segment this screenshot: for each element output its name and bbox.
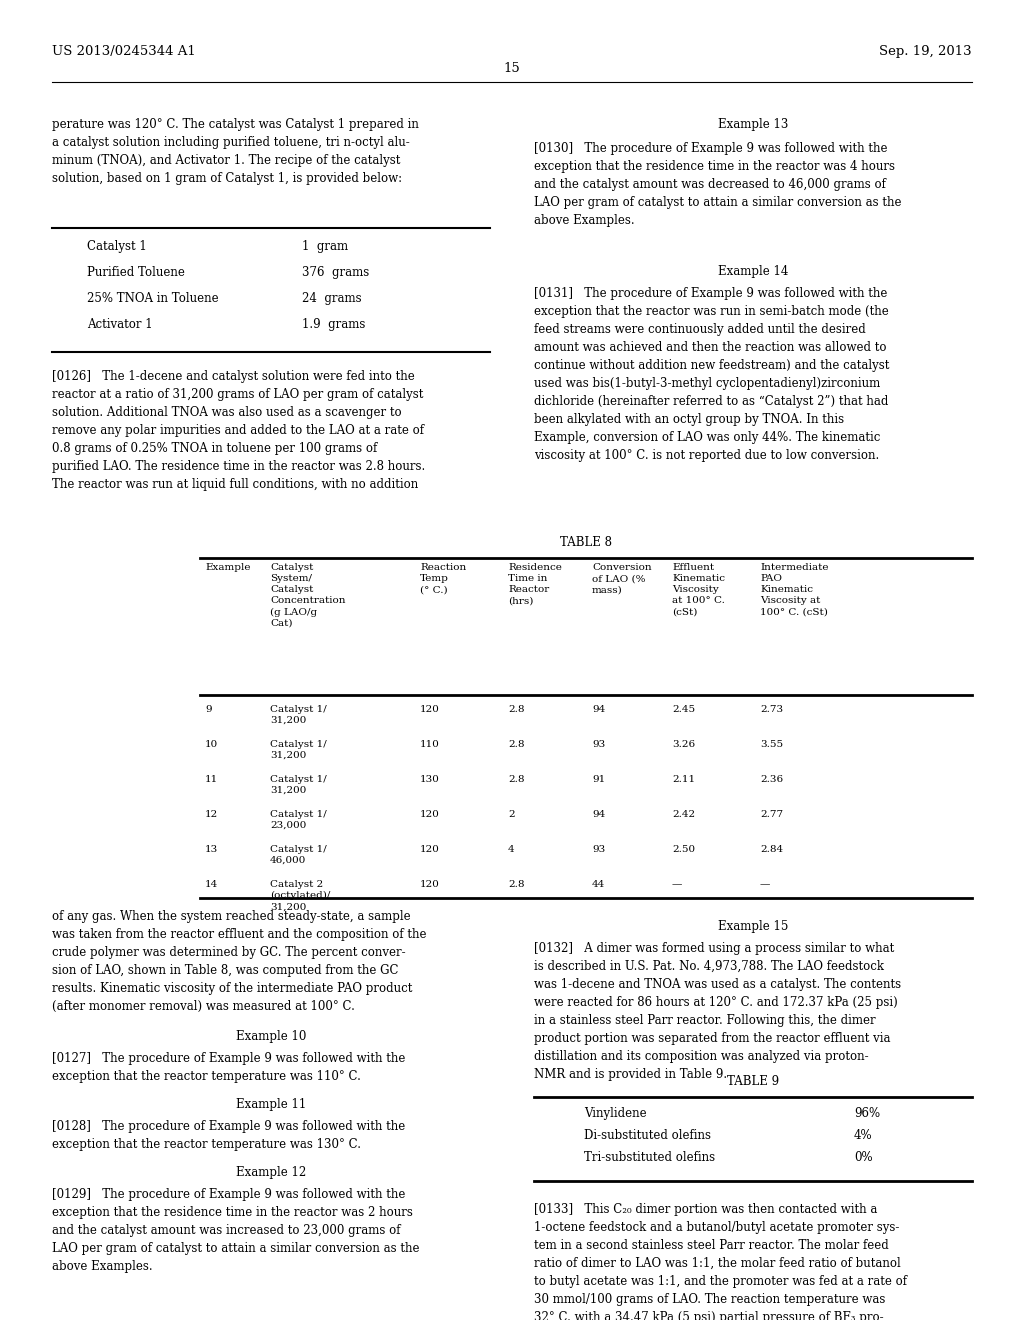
Text: Di-substituted olefins: Di-substituted olefins xyxy=(584,1129,711,1142)
Text: [0133]   This C₂₀ dimer portion was then contacted with a
1-octene feedstock and: [0133] This C₂₀ dimer portion was then c… xyxy=(534,1203,907,1320)
Text: 3.55: 3.55 xyxy=(760,741,783,748)
Text: 2.50: 2.50 xyxy=(672,845,695,854)
Text: 9: 9 xyxy=(205,705,212,714)
Text: 2: 2 xyxy=(508,810,515,818)
Text: [0130]   The procedure of Example 9 was followed with the
exception that the res: [0130] The procedure of Example 9 was fo… xyxy=(534,143,901,227)
Text: 93: 93 xyxy=(592,845,605,854)
Text: 130: 130 xyxy=(420,775,440,784)
Text: 2.84: 2.84 xyxy=(760,845,783,854)
Text: Catalyst 1/
23,000: Catalyst 1/ 23,000 xyxy=(270,810,327,830)
Text: Catalyst 1/
31,200: Catalyst 1/ 31,200 xyxy=(270,705,327,725)
Text: Catalyst 1: Catalyst 1 xyxy=(87,240,146,253)
Text: Vinylidene: Vinylidene xyxy=(584,1107,646,1119)
Text: 120: 120 xyxy=(420,705,440,714)
Text: 13: 13 xyxy=(205,845,218,854)
Text: Catalyst 2
(octylated)/
31,200: Catalyst 2 (octylated)/ 31,200 xyxy=(270,880,331,911)
Text: 44: 44 xyxy=(592,880,605,888)
Text: 93: 93 xyxy=(592,741,605,748)
Text: 2.73: 2.73 xyxy=(760,705,783,714)
Text: 94: 94 xyxy=(592,810,605,818)
Text: perature was 120° C. The catalyst was Catalyst 1 prepared in
a catalyst solution: perature was 120° C. The catalyst was Ca… xyxy=(52,117,419,185)
Text: Example 15: Example 15 xyxy=(718,920,788,933)
Text: Intermediate
PAO
Kinematic
Viscosity at
100° C. (cSt): Intermediate PAO Kinematic Viscosity at … xyxy=(760,564,828,616)
Text: 2.42: 2.42 xyxy=(672,810,695,818)
Text: 25% TNOA in Toluene: 25% TNOA in Toluene xyxy=(87,292,219,305)
Text: TABLE 9: TABLE 9 xyxy=(727,1074,779,1088)
Text: Purified Toluene: Purified Toluene xyxy=(87,267,185,279)
Text: 120: 120 xyxy=(420,880,440,888)
Text: 0%: 0% xyxy=(854,1151,872,1164)
Text: Catalyst 1/
46,000: Catalyst 1/ 46,000 xyxy=(270,845,327,865)
Text: Sep. 19, 2013: Sep. 19, 2013 xyxy=(880,45,972,58)
Text: 110: 110 xyxy=(420,741,440,748)
Text: 3.26: 3.26 xyxy=(672,741,695,748)
Text: 2.77: 2.77 xyxy=(760,810,783,818)
Text: Example 13: Example 13 xyxy=(718,117,788,131)
Text: Example 11: Example 11 xyxy=(236,1098,306,1111)
Text: 2.8: 2.8 xyxy=(508,741,524,748)
Text: Catalyst 1/
31,200: Catalyst 1/ 31,200 xyxy=(270,775,327,795)
Text: Tri-substituted olefins: Tri-substituted olefins xyxy=(584,1151,715,1164)
Text: 12: 12 xyxy=(205,810,218,818)
Text: Reaction
Temp
(° C.): Reaction Temp (° C.) xyxy=(420,564,466,594)
Text: 2.36: 2.36 xyxy=(760,775,783,784)
Text: 14: 14 xyxy=(205,880,218,888)
Text: Activator 1: Activator 1 xyxy=(87,318,153,331)
Text: of any gas. When the system reached steady-state, a sample
was taken from the re: of any gas. When the system reached stea… xyxy=(52,909,427,1012)
Text: Effluent
Kinematic
Viscosity
at 100° C.
(cSt): Effluent Kinematic Viscosity at 100° C. … xyxy=(672,564,725,616)
Text: 4: 4 xyxy=(508,845,515,854)
Text: Catalyst
System/
Catalyst
Concentration
(g LAO/g
Cat): Catalyst System/ Catalyst Concentration … xyxy=(270,564,345,628)
Text: 2.11: 2.11 xyxy=(672,775,695,784)
Text: 91: 91 xyxy=(592,775,605,784)
Text: 94: 94 xyxy=(592,705,605,714)
Text: [0128]   The procedure of Example 9 was followed with the
exception that the rea: [0128] The procedure of Example 9 was fo… xyxy=(52,1119,406,1151)
Text: 2.8: 2.8 xyxy=(508,880,524,888)
Text: 1  gram: 1 gram xyxy=(302,240,348,253)
Text: Conversion
of LAO (%
mass): Conversion of LAO (% mass) xyxy=(592,564,651,594)
Text: Example 10: Example 10 xyxy=(236,1030,306,1043)
Text: 11: 11 xyxy=(205,775,218,784)
Text: [0127]   The procedure of Example 9 was followed with the
exception that the rea: [0127] The procedure of Example 9 was fo… xyxy=(52,1052,406,1082)
Text: 120: 120 xyxy=(420,810,440,818)
Text: 24  grams: 24 grams xyxy=(302,292,361,305)
Text: [0126]   The 1-decene and catalyst solution were fed into the
reactor at a ratio: [0126] The 1-decene and catalyst solutio… xyxy=(52,370,425,491)
Text: US 2013/0245344 A1: US 2013/0245344 A1 xyxy=(52,45,196,58)
Text: Residence
Time in
Reactor
(hrs): Residence Time in Reactor (hrs) xyxy=(508,564,562,606)
Text: Example: Example xyxy=(205,564,251,572)
Text: 2.8: 2.8 xyxy=(508,775,524,784)
Text: 4%: 4% xyxy=(854,1129,872,1142)
Text: Example 14: Example 14 xyxy=(718,265,788,279)
Text: 2.8: 2.8 xyxy=(508,705,524,714)
Text: 120: 120 xyxy=(420,845,440,854)
Text: 2.45: 2.45 xyxy=(672,705,695,714)
Text: 10: 10 xyxy=(205,741,218,748)
Text: —: — xyxy=(672,880,682,888)
Text: TABLE 8: TABLE 8 xyxy=(560,536,612,549)
Text: [0132]   A dimer was formed using a process similar to what
is described in U.S.: [0132] A dimer was formed using a proces… xyxy=(534,942,901,1081)
Text: 15: 15 xyxy=(504,62,520,75)
Text: 1.9  grams: 1.9 grams xyxy=(302,318,366,331)
Text: [0131]   The procedure of Example 9 was followed with the
exception that the rea: [0131] The procedure of Example 9 was fo… xyxy=(534,286,890,462)
Text: Example 12: Example 12 xyxy=(236,1166,306,1179)
Text: —: — xyxy=(760,880,770,888)
Text: [0129]   The procedure of Example 9 was followed with the
exception that the res: [0129] The procedure of Example 9 was fo… xyxy=(52,1188,420,1272)
Text: 376  grams: 376 grams xyxy=(302,267,370,279)
Text: 96%: 96% xyxy=(854,1107,880,1119)
Text: Catalyst 1/
31,200: Catalyst 1/ 31,200 xyxy=(270,741,327,760)
